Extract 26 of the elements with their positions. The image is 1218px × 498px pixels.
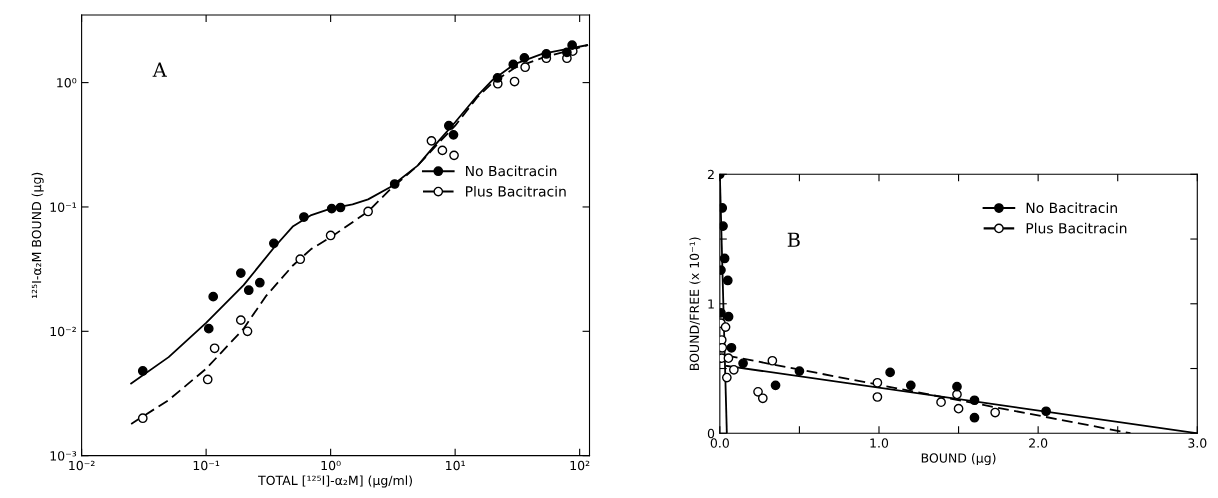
annotation: A — [152, 62, 167, 77]
legend-label: Plus Bacitracin — [466, 185, 566, 197]
y-tick-label: 10⁰ — [57, 78, 77, 88]
x-tick-label: 3.0 — [1188, 438, 1207, 448]
x-tick-label: 10⁻¹ — [193, 460, 220, 471]
x-tick-label: 10⁻² — [69, 460, 95, 471]
y-axis-title: BOUND/FREE (x 10⁻¹) — [689, 237, 701, 370]
x-tick-label: 10² — [570, 460, 590, 471]
x-axis-title: TOTAL [¹²⁵I]-α₂M] (μg/ml) — [258, 475, 412, 488]
y-tick-label: 10⁻³ — [50, 451, 77, 461]
y-tick-label: 0 — [707, 428, 715, 439]
x-tick-label: 1.0 — [870, 438, 889, 448]
annotation: B — [787, 232, 800, 247]
y-tick-label: 1 — [708, 299, 714, 309]
legend-label: No Bacitracin — [466, 165, 557, 177]
legend-label: No Bacitracin — [1026, 202, 1117, 214]
y-tick-label: 10⁻¹ — [50, 202, 77, 212]
y-tick-label: 2 — [707, 169, 714, 180]
legend-label: Plus Bacitracin — [1026, 222, 1127, 234]
y-axis-title: ¹²⁵I-α₂M BOUND (μg) — [31, 172, 44, 299]
x-tick-label: 2.0 — [1029, 438, 1048, 448]
y-tick-label: 10⁻² — [50, 326, 76, 337]
x-axis-title: BOUND (μg) — [921, 453, 996, 466]
x-tick-label: 10⁰ — [321, 460, 341, 471]
x-tick-label: 10¹ — [446, 460, 465, 471]
x-tick-label: 0.0 — [710, 438, 729, 448]
